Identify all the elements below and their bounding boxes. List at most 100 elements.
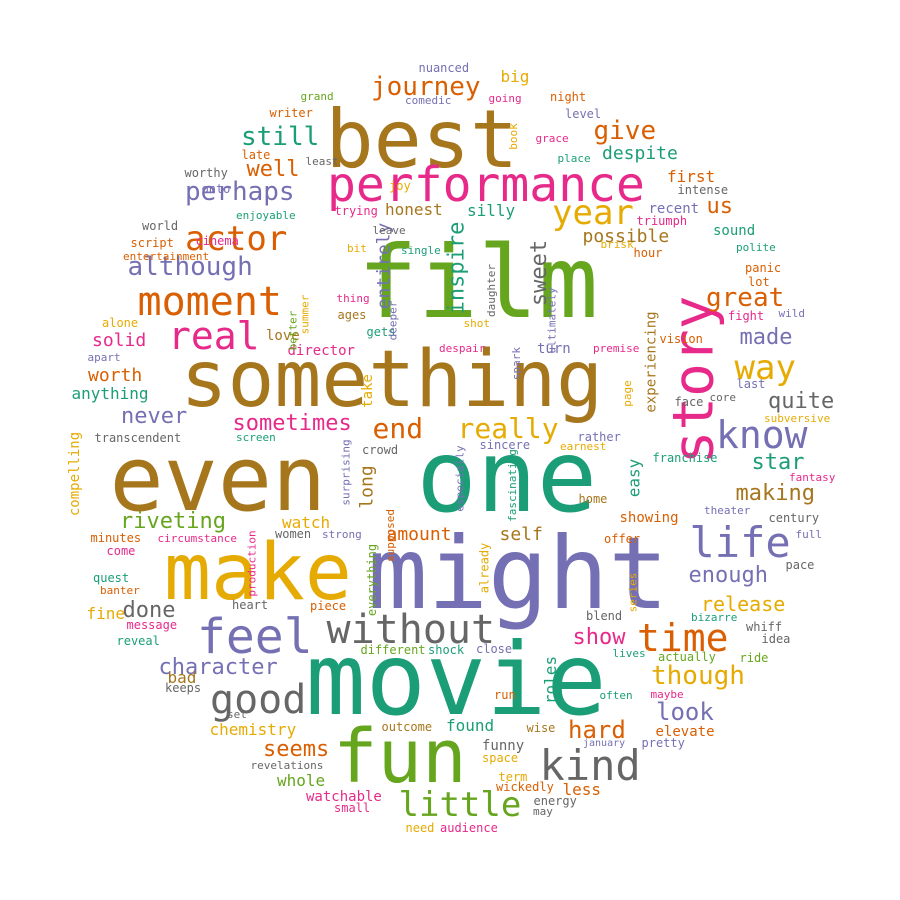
word-keeps: keeps: [165, 681, 202, 695]
word-ages: ages: [337, 308, 367, 322]
word-joy: joy: [389, 179, 411, 193]
word-year: year: [552, 193, 634, 233]
word-bad: bad: [167, 668, 197, 687]
word-production: production: [245, 529, 259, 597]
word-book: book: [506, 122, 520, 150]
word-revelations: revelations: [250, 758, 324, 772]
word-brisk: brisk: [600, 237, 634, 251]
word-funny: funny: [482, 738, 525, 754]
word-honest: honest: [385, 200, 443, 219]
word-audience: audience: [440, 821, 498, 835]
word-wild: wild: [778, 306, 806, 320]
word-although: although: [127, 252, 253, 282]
word-though: though: [651, 661, 745, 691]
word-intense: intense: [677, 183, 729, 197]
word-silly: silly: [467, 201, 516, 220]
word-surprising: surprising: [339, 438, 353, 506]
word-less: less: [562, 780, 602, 799]
word-time: time: [637, 616, 729, 660]
word-whole: whole: [277, 771, 326, 790]
word-quite: quite: [768, 389, 835, 414]
word-seems: seems: [263, 737, 330, 762]
word-earnest: earnest: [560, 439, 607, 453]
word-easy: easy: [623, 458, 643, 498]
word-daughter: daughter: [484, 263, 498, 317]
word-blend: blend: [586, 609, 623, 623]
word-life: life: [689, 518, 791, 567]
word-ultimately: ultimately: [545, 286, 559, 354]
word-release: release: [701, 592, 786, 616]
word-small: small: [334, 801, 371, 815]
word-without: without: [326, 607, 496, 653]
word-wickedly: wickedly: [496, 780, 554, 794]
word-star: star: [751, 450, 805, 475]
word-rather: rather: [577, 430, 621, 444]
word-showing: showing: [619, 510, 679, 526]
word-theater: theater: [704, 503, 751, 517]
word-us: us: [706, 194, 734, 219]
word-sincere: sincere: [479, 438, 531, 452]
word-fascinating: fascinating: [505, 448, 519, 522]
word-great: great: [706, 283, 785, 313]
word-actor: actor: [185, 219, 288, 259]
word-even: even: [109, 427, 327, 532]
word-minutes: minutes: [90, 531, 142, 545]
word-fight: fight: [728, 309, 765, 323]
word-something: something: [180, 335, 604, 425]
word-pace: pace: [785, 558, 815, 572]
word-feel: feel: [197, 609, 313, 665]
word-especially: especially: [453, 444, 467, 512]
word-good: good: [210, 677, 307, 723]
word-idea: idea: [761, 632, 791, 646]
word-performance: performance: [327, 157, 645, 213]
word-night: night: [550, 90, 587, 104]
word-first: first: [667, 167, 716, 186]
word-worthy: worthy: [184, 166, 228, 180]
word-made: made: [739, 325, 793, 350]
word-piece: piece: [310, 599, 347, 613]
word-take: take: [359, 374, 376, 408]
word-last: last: [736, 377, 766, 391]
word-real: real: [168, 314, 260, 358]
word-face: face: [674, 395, 704, 409]
word-already: already: [476, 542, 491, 594]
word-one: one: [416, 418, 598, 535]
word-love: love: [266, 328, 300, 344]
word-quest: quest: [93, 571, 130, 585]
word-polite: polite: [736, 240, 776, 254]
word-turn: turn: [537, 341, 571, 357]
word-never: never: [121, 404, 188, 429]
word-story: story: [660, 295, 726, 465]
word-level: level: [565, 107, 602, 121]
word-recent: recent: [648, 201, 700, 217]
word-chemistry: chemistry: [209, 720, 297, 739]
word-done: done: [122, 598, 176, 623]
word-world: world: [142, 219, 179, 233]
word-series: series: [626, 572, 640, 612]
word-roles: roles: [541, 655, 561, 705]
word-space: space: [482, 751, 519, 765]
word-close: close: [476, 642, 513, 656]
word-fine: fine: [86, 604, 126, 623]
word-enough: enough: [688, 563, 768, 588]
word-page: page: [620, 379, 634, 407]
word-kind: kind: [539, 741, 641, 790]
word-transcendent: transcendent: [94, 431, 182, 445]
word-watchable: watchable: [306, 789, 382, 805]
word-onto: onto: [201, 182, 231, 196]
word-perhaps: perhaps: [185, 177, 295, 207]
word-supposed: supposed: [383, 508, 397, 562]
word-end: end: [372, 412, 424, 445]
word-lot: lot: [748, 275, 770, 289]
word-everything: everything: [365, 543, 380, 617]
word-despair: despair: [439, 341, 486, 355]
word-maybe: maybe: [650, 687, 684, 701]
word-trying: trying: [334, 204, 378, 218]
word-january: january: [583, 738, 626, 749]
word-heart: heart: [232, 598, 269, 612]
word-best: best: [325, 93, 519, 186]
word-character: character: [158, 655, 278, 680]
word-might: might: [367, 515, 669, 632]
word-anything: anything: [71, 384, 149, 403]
word-self: self: [499, 524, 543, 545]
